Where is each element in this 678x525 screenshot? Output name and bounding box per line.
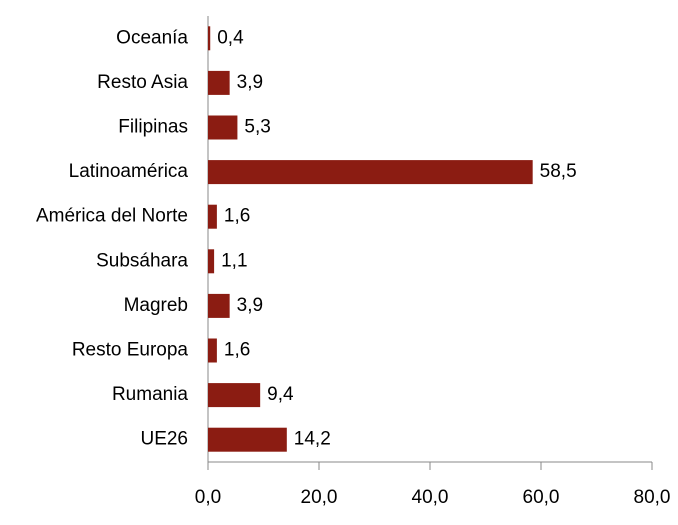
x-tick-label: 40,0 (412, 487, 449, 508)
y-tick-label: América del Norte (36, 206, 188, 227)
value-label: 14,2 (294, 429, 331, 450)
value-label: 1,6 (224, 340, 250, 361)
y-tick-label: UE26 (140, 429, 188, 450)
y-tick-label: Resto Europa (72, 340, 189, 361)
value-label: 58,5 (540, 161, 577, 182)
x-tick-label: 60,0 (523, 487, 560, 508)
value-label: 0,4 (217, 27, 244, 48)
bar (208, 70, 230, 95)
y-tick-label: Subsáhara (96, 250, 188, 271)
y-tick-label: Latinoamérica (69, 161, 189, 182)
bar (208, 427, 287, 452)
bar (208, 338, 217, 363)
bar (208, 249, 215, 274)
value-label: 1,1 (221, 250, 247, 271)
x-tick-label: 0,0 (195, 487, 221, 508)
bar (208, 383, 261, 408)
bar (208, 293, 230, 318)
bar (208, 204, 217, 229)
x-tick-label: 80,0 (634, 487, 671, 508)
y-tick-label: Filipinas (118, 117, 188, 138)
value-label: 1,6 (224, 206, 250, 227)
y-tick-label: Rumania (112, 384, 188, 405)
value-label: 5,3 (244, 117, 270, 138)
value-label: 9,4 (267, 384, 294, 405)
bar (208, 115, 238, 140)
bar (208, 26, 211, 51)
bar (208, 160, 533, 185)
x-tick-label: 20,0 (301, 487, 338, 508)
y-tick-label: Oceanía (116, 27, 188, 48)
value-label: 3,9 (237, 72, 263, 93)
y-tick-label: Magreb (124, 295, 188, 316)
value-label: 3,9 (237, 295, 263, 316)
y-tick-label: Resto Asia (97, 72, 188, 93)
